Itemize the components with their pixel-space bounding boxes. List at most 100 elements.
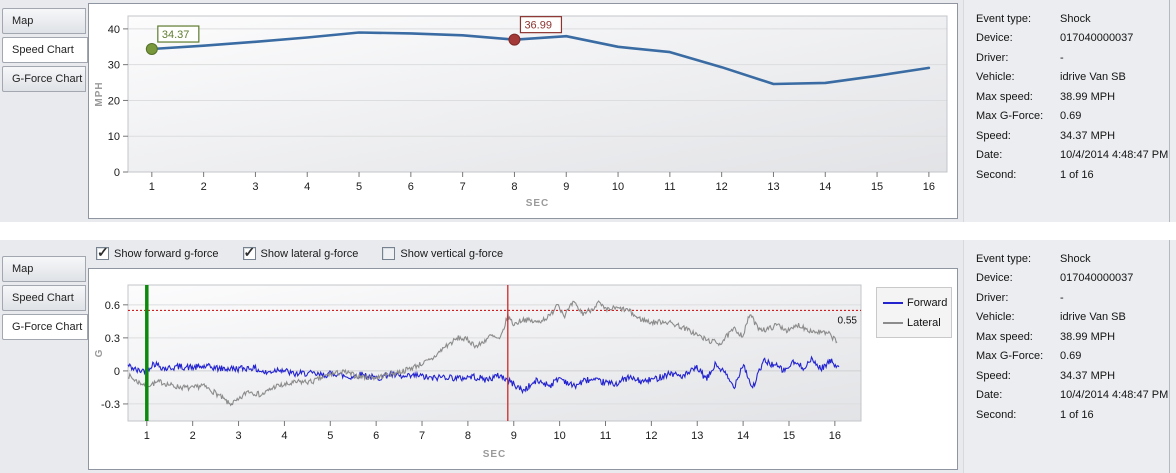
detail-label: Vehicle:	[976, 71, 1015, 84]
detail-value: -	[1060, 51, 1064, 64]
detail-value: 0.69	[1060, 110, 1082, 123]
svg-text:5: 5	[356, 181, 362, 193]
forward-line-swatch	[883, 302, 903, 304]
checkbox-show-vertical-gforce[interactable]: Show vertical g-force	[382, 247, 503, 260]
detail-value: 10/4/2014 4:48:47 PM	[1060, 389, 1169, 402]
svg-text:4: 4	[281, 430, 287, 442]
detail-row: Vehicle: idrive Van SB	[976, 308, 1176, 328]
detail-label: Event type:	[976, 12, 1032, 25]
gforce-chart[interactable]: -0.3 0 0.3 0.6 1 2 3 4 5 6 7 8 9 10 11 12 13 14 15 16 SEC G 0.…	[88, 268, 958, 470]
svg-text:9: 9	[563, 181, 569, 193]
gforce-chart-section: Map Speed Chart G-Force Chart Show forwa…	[0, 240, 1176, 473]
detail-row: Device: 017040000037	[976, 269, 1176, 289]
detail-row: Max G-Force: 0.69	[976, 107, 1176, 127]
tab-speed-chart[interactable]: Speed Chart	[2, 285, 86, 311]
detail-label: Vehicle:	[976, 311, 1015, 324]
svg-text:34.37: 34.37	[162, 29, 190, 41]
svg-text:1: 1	[149, 181, 155, 193]
checkbox-show-forward-gforce[interactable]: Show forward g-force	[96, 244, 219, 261]
svg-text:6: 6	[373, 430, 379, 442]
speed-chart[interactable]: 0 10 20 30 40 1 2 3 4 5 6 7 8 9 10 11 12 13 14 15 16 SEC MPH 34…	[88, 3, 958, 219]
detail-value: 1 of 16	[1060, 168, 1094, 181]
detail-label: Max speed:	[976, 330, 1033, 343]
svg-text:1: 1	[144, 430, 150, 442]
detail-row: Second: 1 of 16	[976, 165, 1176, 185]
svg-text:20: 20	[108, 95, 120, 107]
svg-text:40: 40	[108, 24, 120, 36]
svg-text:15: 15	[871, 181, 883, 193]
legend-label: Lateral	[907, 317, 941, 329]
svg-text:11: 11	[664, 181, 675, 193]
svg-text:8: 8	[465, 430, 471, 442]
checkbox-box-icon	[382, 247, 396, 260]
svg-text:0: 0	[114, 167, 120, 179]
svg-text:10: 10	[554, 430, 566, 442]
detail-label: Second:	[976, 168, 1017, 181]
detail-label: Event type:	[976, 252, 1032, 265]
svg-text:SEC: SEC	[483, 449, 507, 460]
detail-value: idrive Van SB	[1060, 71, 1126, 84]
svg-text:0.55: 0.55	[838, 315, 858, 326]
tab-map[interactable]: Map	[2, 256, 86, 282]
detail-row: Event type: Shock	[976, 9, 1176, 29]
svg-text:12: 12	[716, 181, 728, 193]
detail-value: 0.69	[1060, 350, 1082, 363]
svg-text:2: 2	[190, 430, 196, 442]
detail-label: Date:	[976, 149, 1003, 162]
detail-row: Date: 10/4/2014 4:48:47 PM	[976, 146, 1176, 166]
svg-text:10: 10	[612, 181, 624, 193]
detail-value: 38.99 MPH	[1060, 330, 1116, 343]
detail-row: Event type: Shock	[976, 249, 1176, 269]
tab-gforce-chart[interactable]: G-Force Chart	[2, 66, 86, 92]
detail-value: 017040000037	[1060, 32, 1134, 45]
svg-text:12: 12	[645, 430, 657, 442]
svg-text:SEC: SEC	[526, 198, 550, 209]
detail-value: 34.37 MPH	[1060, 129, 1116, 142]
svg-text:11: 11	[600, 430, 611, 442]
section-divider	[0, 222, 1176, 240]
detail-value: Shock	[1060, 12, 1091, 25]
detail-row: Max G-Force: 0.69	[976, 347, 1176, 367]
checkbox-show-lateral-gforce[interactable]: Show lateral g-force	[242, 244, 358, 261]
svg-text:0: 0	[114, 366, 120, 378]
svg-text:7: 7	[460, 181, 466, 193]
detail-value: 017040000037	[1060, 272, 1134, 285]
gforce-chart-plot: -0.300.30.61 2 3 4 5 6 7 8 9 10 11 12 13 14 15 16SECG0.…	[94, 284, 862, 460]
tabstrip-bottom: Map Speed Chart G-Force Chart	[0, 240, 88, 473]
lateral-line-swatch	[883, 322, 903, 324]
svg-text:36.99: 36.99	[524, 20, 552, 32]
tabstrip-top: Map Speed Chart G-Force Chart	[0, 0, 88, 222]
detail-row: Speed: 34.37 MPH	[976, 366, 1176, 386]
detail-value: idrive Van SB	[1060, 311, 1126, 324]
svg-text:0.6: 0.6	[105, 300, 120, 312]
detail-value: 10/4/2014 4:48:47 PM	[1060, 149, 1169, 162]
tab-speed-chart[interactable]: Speed Chart	[2, 37, 88, 63]
svg-text:5: 5	[327, 430, 333, 442]
detail-label: Max G-Force:	[976, 110, 1044, 123]
detail-label: Speed:	[976, 369, 1011, 382]
detail-row: Second: 1 of 16	[976, 405, 1176, 425]
detail-value: Shock	[1060, 252, 1091, 265]
detail-label: Device:	[976, 32, 1013, 45]
svg-text:14: 14	[819, 181, 831, 193]
detail-row: Driver: -	[976, 288, 1176, 308]
detail-row: Device: 017040000037	[976, 29, 1176, 49]
speed-chart-section: Map Speed Chart G-Force Chart 0 10 20 30 40 1…	[0, 0, 1176, 222]
detail-label: Max speed:	[976, 90, 1033, 103]
checkbox-label: Show vertical g-force	[400, 247, 504, 260]
tab-map[interactable]: Map	[2, 8, 86, 34]
svg-text:13: 13	[691, 430, 703, 442]
svg-text:6: 6	[408, 181, 414, 193]
detail-label: Device:	[976, 272, 1013, 285]
event-details-panel-top: Event type: Shock Device: 017040000037 Dri…	[963, 0, 1176, 222]
svg-text:0.3: 0.3	[105, 333, 120, 345]
legend-item-forward: Forward	[883, 293, 947, 313]
tab-gforce-chart[interactable]: G-Force Chart	[2, 314, 88, 340]
event-details-panel-bottom: Event type: Shock Device: 017040000037 Dri…	[963, 240, 1176, 473]
gforce-main: Show forward g-force Show lateral g-forc…	[88, 240, 958, 473]
detail-row: Date: 10/4/2014 4:48:47 PM	[976, 386, 1176, 406]
chart-legend: Forward Lateral	[876, 287, 952, 338]
detail-value: 38.99 MPH	[1060, 90, 1116, 103]
detail-label: Max G-Force:	[976, 350, 1044, 363]
